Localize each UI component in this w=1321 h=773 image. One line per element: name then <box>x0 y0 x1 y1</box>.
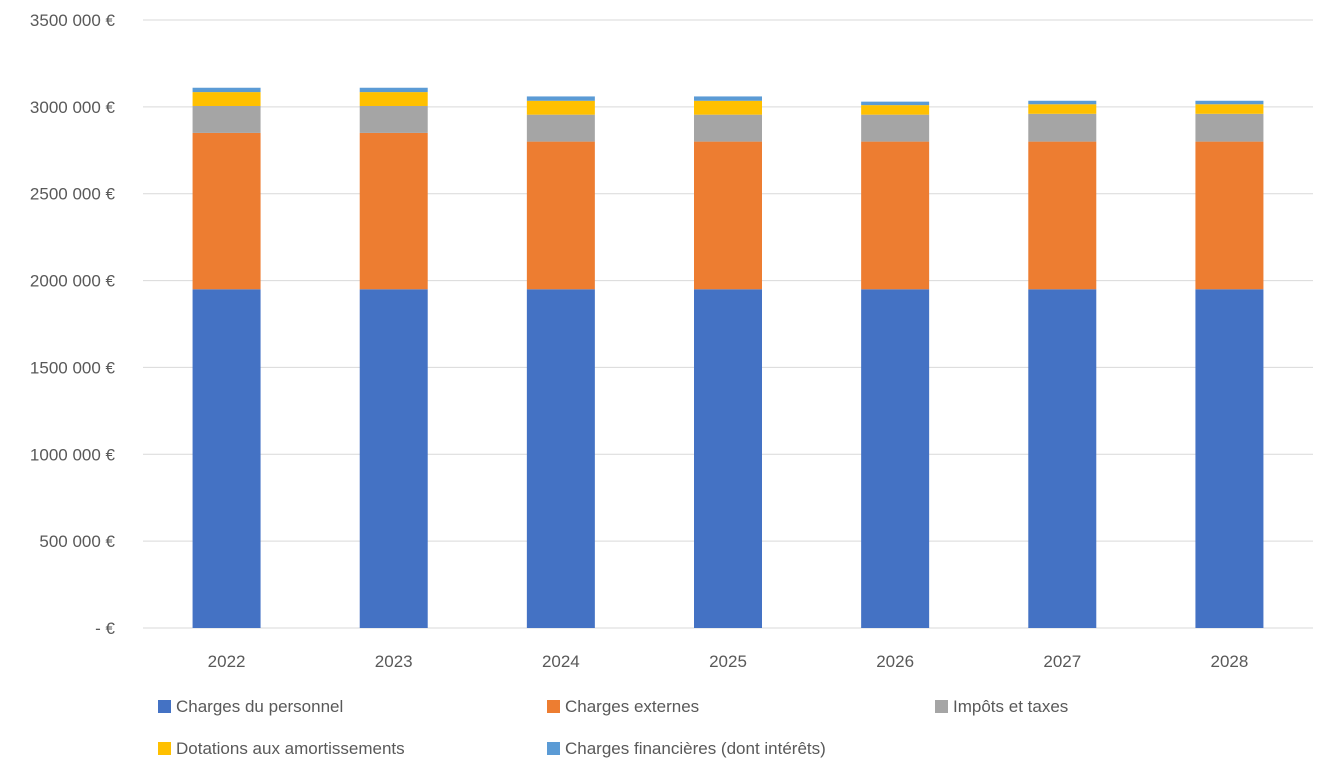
bar-segment <box>192 92 261 106</box>
bar-segment <box>861 105 930 115</box>
x-tick-label: 2024 <box>542 652 580 671</box>
bar-segment <box>1195 100 1264 105</box>
bar-segment <box>1028 100 1097 105</box>
bar-segment <box>1028 289 1097 628</box>
bar-segment <box>694 100 762 115</box>
y-tick-label: 1000 000 € <box>30 445 116 464</box>
y-tick-label: 2000 000 € <box>30 272 116 291</box>
bar-segment <box>192 132 261 290</box>
bar-segment <box>694 96 762 101</box>
bar-segment <box>861 101 930 106</box>
bar-segment <box>359 132 428 290</box>
bar-segment <box>192 87 261 93</box>
bar-segment <box>1028 104 1097 114</box>
bar-segment <box>526 289 595 628</box>
bar-segment <box>192 289 261 628</box>
bars <box>192 87 1264 628</box>
bar-segment <box>359 105 428 133</box>
legend-label: Charges financières (dont intérêts) <box>565 739 826 758</box>
bar-segment <box>1028 113 1097 142</box>
bar-segment <box>861 289 930 628</box>
bar-segment <box>192 105 261 133</box>
legend-label: Charges du personnel <box>176 697 343 716</box>
bar-segment <box>1195 104 1264 114</box>
x-tick-label: 2025 <box>709 652 747 671</box>
legend-label: Dotations aux amortissements <box>176 739 405 758</box>
bar-segment <box>1028 141 1097 290</box>
x-axis-tick-labels: 2022 2023 2024 2025 2026 2027 2028 <box>208 652 1249 671</box>
legend-swatch <box>935 700 948 713</box>
y-tick-label: 1500 000 € <box>30 358 116 377</box>
x-tick-label: 2023 <box>375 652 413 671</box>
legend-swatch <box>158 700 171 713</box>
legend-label: Impôts et taxes <box>953 697 1068 716</box>
x-tick-label: 2022 <box>208 652 246 671</box>
bar-segment <box>694 141 762 290</box>
y-tick-label: 500 000 € <box>39 532 115 551</box>
bar-segment <box>694 289 762 628</box>
y-tick-label: 3500 000 € <box>30 11 116 30</box>
bar-segment <box>861 114 930 142</box>
bar-segment <box>694 114 762 142</box>
x-tick-label: 2026 <box>876 652 914 671</box>
bar-segment <box>526 141 595 290</box>
y-tick-label: - € <box>95 619 115 638</box>
legend: Charges du personnel Charges externes Impô… <box>158 697 1068 758</box>
y-axis-tick-labels: - € 500 000 € 1000 000 € 1500 000 € 2000 000… <box>30 11 116 638</box>
bar-segment <box>526 100 595 115</box>
x-tick-label: 2028 <box>1211 652 1249 671</box>
legend-swatch <box>547 700 560 713</box>
bar-segment <box>1195 289 1264 628</box>
bar-segment <box>1195 141 1264 290</box>
bar-segment <box>359 289 428 628</box>
bar-segment <box>861 141 930 290</box>
y-tick-label: 3000 000 € <box>30 98 116 117</box>
legend-label: Charges externes <box>565 697 699 716</box>
bar-segment <box>359 92 428 106</box>
bar-segment <box>1195 113 1264 142</box>
bar-segment <box>526 96 595 101</box>
legend-swatch <box>158 742 171 755</box>
y-tick-label: 2500 000 € <box>30 185 116 204</box>
bar-segment <box>526 114 595 142</box>
legend-swatch <box>547 742 560 755</box>
x-tick-label: 2027 <box>1043 652 1081 671</box>
bar-segment <box>359 87 428 93</box>
